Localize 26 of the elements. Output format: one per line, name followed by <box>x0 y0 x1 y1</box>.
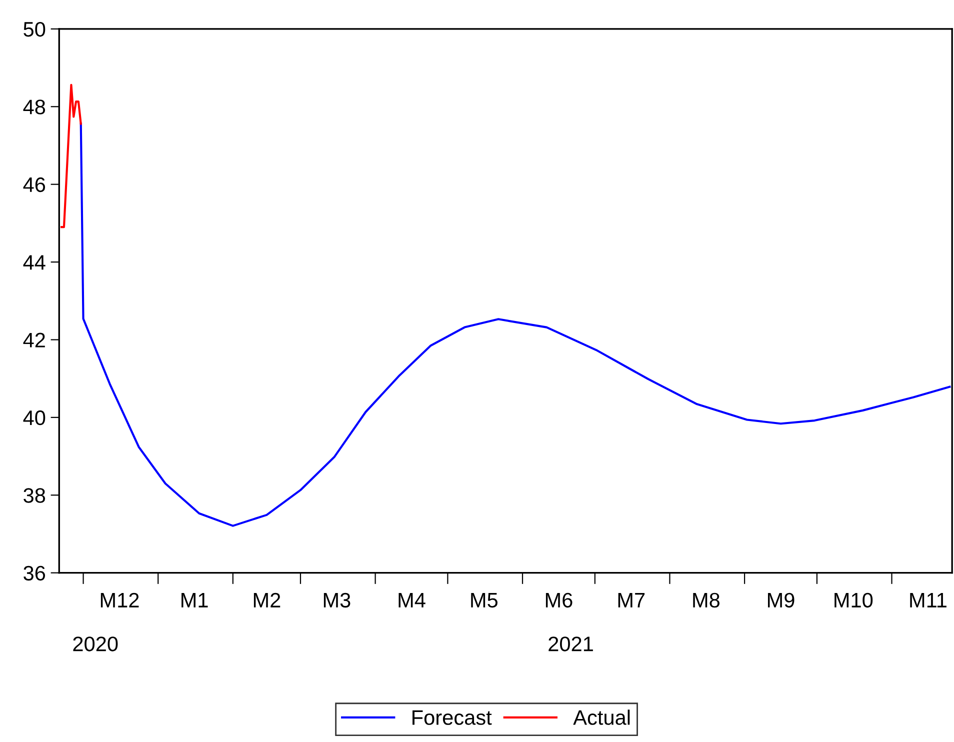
x-tick-label: M4 <box>398 593 426 608</box>
x-tick-label: M3 <box>324 592 350 608</box>
legend-label: Actual <box>573 710 630 725</box>
x2-tick-label: 2021 <box>548 636 593 652</box>
x-tick-label: M11 <box>910 593 946 608</box>
x-tick-label: M6 <box>546 592 572 608</box>
legend-label: Forecast <box>412 710 492 725</box>
y-tick-label: 50 <box>24 22 46 37</box>
y-tick-label: 40 <box>23 410 46 426</box>
x-tick-label: M1 <box>182 593 208 608</box>
y-tick-label: 36 <box>24 566 46 581</box>
y-tick-label: 44 <box>23 255 46 270</box>
y-tick-label: 46 <box>23 177 46 192</box>
y-tick-label: 48 <box>23 100 46 114</box>
line-series <box>80 122 951 527</box>
x-tick-label: M12 <box>100 592 139 608</box>
x-tick-label: M5 <box>471 593 498 608</box>
x2-tick-label: 2020 <box>73 636 118 652</box>
x-tick-label: M2 <box>254 592 280 608</box>
x-tick-label: M7 <box>618 593 645 608</box>
x-tick-label: M8 <box>693 592 720 608</box>
line-series <box>60 84 82 228</box>
y-tick-label: 38 <box>24 488 46 503</box>
x-tick-label: M10 <box>834 592 873 608</box>
y-tick-label: 42 <box>23 332 45 348</box>
x-tick-label: M9 <box>768 592 794 608</box>
